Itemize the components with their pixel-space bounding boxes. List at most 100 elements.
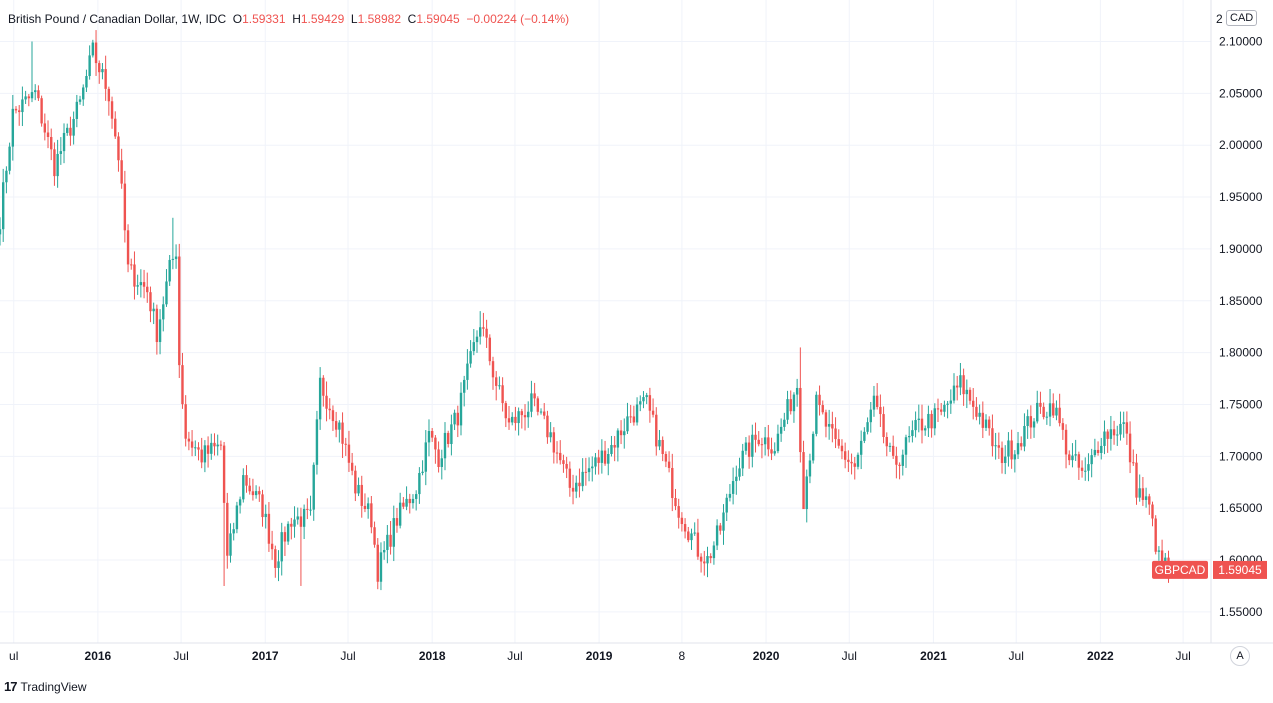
candle-body [1039, 402, 1042, 407]
price-scale[interactable]: 1.550001.600001.650001.700001.750001.800… [1219, 34, 1263, 618]
candle [997, 432, 1001, 459]
candle-body [434, 437, 437, 450]
last-price-symbol: GBPCAD [1155, 563, 1206, 577]
candle [1109, 415, 1113, 451]
candle-body [363, 505, 367, 509]
candle-body [389, 534, 392, 547]
candle [786, 390, 789, 425]
candle-body [639, 401, 642, 405]
candle-body [133, 264, 136, 287]
candle-body [392, 518, 395, 547]
candle [1144, 487, 1148, 508]
time-scale[interactable]: ul 2016 Jul 2017 Jul 2018 Jul 2019 8 2020 Jul 2021 J… [9, 649, 1191, 663]
candle-body [386, 534, 389, 550]
candle-body [251, 491, 255, 496]
candle-body [751, 434, 754, 457]
candle [715, 519, 719, 551]
candle [757, 431, 760, 447]
candle-body [1144, 496, 1148, 500]
candle [731, 467, 735, 505]
candle [607, 448, 610, 476]
candle-body [283, 532, 287, 542]
candle [1042, 402, 1045, 420]
candle [709, 553, 712, 564]
candle [1071, 443, 1074, 468]
candle [859, 430, 863, 470]
candle-body [418, 473, 421, 495]
candle [437, 441, 440, 473]
candle-body [587, 468, 591, 473]
candle [856, 452, 860, 470]
candle [1064, 424, 1068, 469]
candle-body [88, 55, 91, 77]
candle-body [658, 439, 661, 447]
candle [507, 405, 511, 430]
candle-body [53, 149, 56, 177]
candle [936, 398, 940, 423]
candle [376, 538, 379, 590]
candle-body [181, 365, 184, 405]
candle [126, 224, 130, 273]
candle-body [507, 418, 511, 423]
candle [539, 408, 543, 415]
auto-scale-button[interactable]: A [1230, 646, 1250, 666]
candle-body [501, 385, 504, 404]
candle-body [56, 153, 59, 177]
candle-body [607, 453, 610, 464]
candle [927, 405, 930, 437]
candle-body [306, 508, 309, 510]
candle [904, 434, 908, 468]
candle [379, 542, 383, 591]
candle [440, 449, 443, 480]
candle [149, 286, 152, 323]
candle-body [139, 282, 143, 286]
candle-body [581, 471, 584, 487]
candle [639, 395, 642, 412]
candle [584, 457, 588, 486]
candle-body [575, 482, 578, 492]
candle [488, 334, 492, 366]
candle-body [1154, 518, 1157, 552]
candle [562, 454, 565, 473]
candle-body [43, 123, 47, 133]
candle-body [184, 404, 187, 439]
currency-badge[interactable]: CAD [1226, 10, 1258, 26]
candle [1141, 476, 1145, 506]
candle-body [975, 406, 978, 417]
candle-body [190, 441, 194, 448]
candle [984, 414, 988, 432]
candle [991, 414, 994, 457]
candle-body [325, 395, 328, 409]
candle [747, 435, 751, 469]
candle [338, 420, 341, 443]
candle [456, 405, 459, 438]
candle-body [1010, 440, 1013, 460]
candle [677, 498, 680, 529]
candle [738, 457, 741, 481]
candle [533, 382, 536, 407]
candle-body [731, 481, 735, 494]
candle [664, 451, 668, 468]
candle-body [783, 419, 786, 427]
candle-body [402, 502, 405, 507]
candle [389, 521, 392, 555]
candle [46, 120, 50, 149]
candle [1068, 450, 1071, 466]
candle [1112, 420, 1116, 445]
candle [882, 406, 885, 444]
candle-body [907, 436, 911, 438]
candle [238, 496, 242, 514]
candle-body [117, 136, 120, 161]
candle-body [302, 508, 306, 527]
candle-body [1077, 454, 1081, 468]
tradingview-brand[interactable]: 17 TradingView [4, 679, 87, 694]
candle-body [978, 412, 981, 417]
candle-body [395, 518, 399, 526]
candle [776, 424, 780, 454]
candle [347, 430, 351, 472]
time-tick-label: 2016 [85, 649, 112, 663]
candle-body [991, 428, 994, 447]
candle [254, 485, 258, 499]
